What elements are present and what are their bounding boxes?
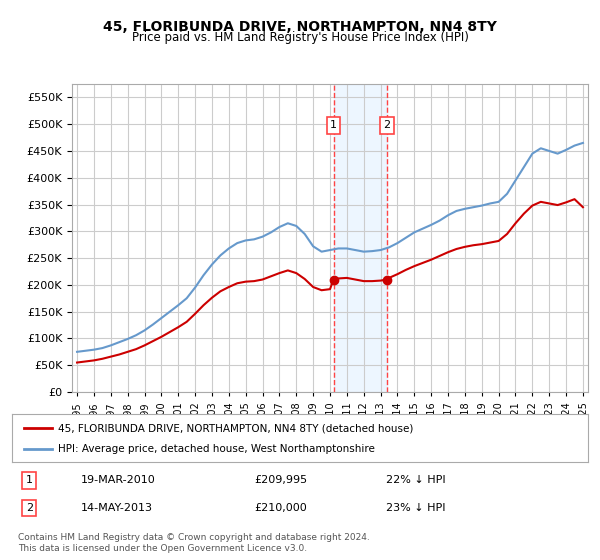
Text: 1: 1 xyxy=(330,120,337,130)
Text: £209,995: £209,995 xyxy=(254,475,307,485)
Text: 2: 2 xyxy=(26,503,33,513)
Text: 45, FLORIBUNDA DRIVE, NORTHAMPTON, NN4 8TY: 45, FLORIBUNDA DRIVE, NORTHAMPTON, NN4 8… xyxy=(103,20,497,34)
Text: 23% ↓ HPI: 23% ↓ HPI xyxy=(386,503,446,513)
Text: 1: 1 xyxy=(26,475,33,485)
Bar xyxy=(334,84,387,392)
Text: 22% ↓ HPI: 22% ↓ HPI xyxy=(386,475,446,485)
Text: 14-MAY-2013: 14-MAY-2013 xyxy=(81,503,153,513)
Text: Contains HM Land Registry data © Crown copyright and database right 2024.
This d: Contains HM Land Registry data © Crown c… xyxy=(18,533,370,553)
Text: Price paid vs. HM Land Registry's House Price Index (HPI): Price paid vs. HM Land Registry's House … xyxy=(131,31,469,44)
Text: HPI: Average price, detached house, West Northamptonshire: HPI: Average price, detached house, West… xyxy=(58,444,375,454)
Text: 2: 2 xyxy=(383,120,391,130)
Text: 19-MAR-2010: 19-MAR-2010 xyxy=(81,475,156,485)
Text: £210,000: £210,000 xyxy=(254,503,307,513)
Text: 45, FLORIBUNDA DRIVE, NORTHAMPTON, NN4 8TY (detached house): 45, FLORIBUNDA DRIVE, NORTHAMPTON, NN4 8… xyxy=(58,424,413,433)
